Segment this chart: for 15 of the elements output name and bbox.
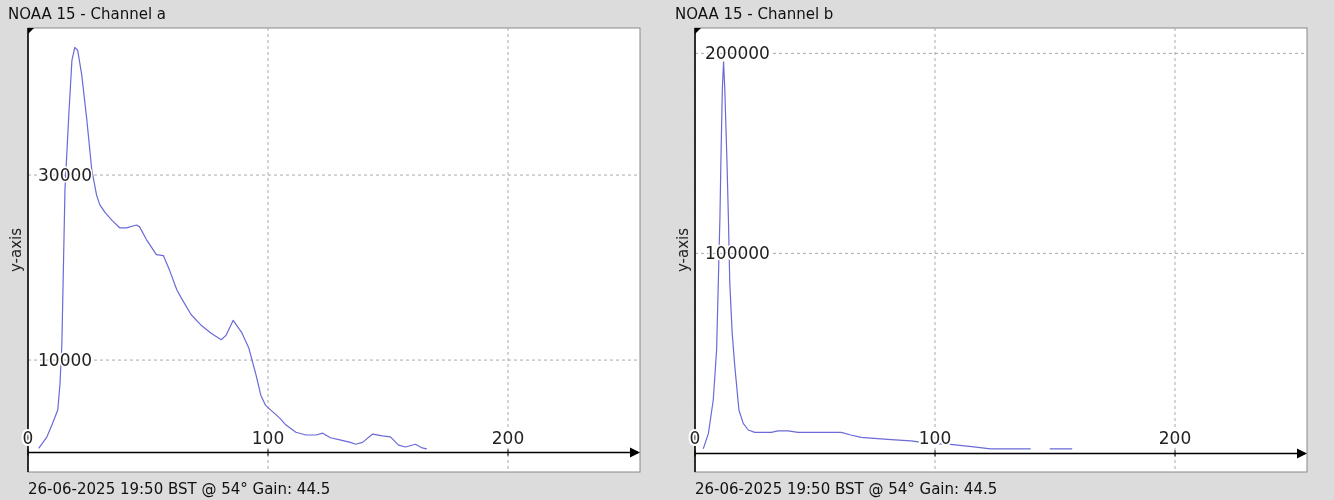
- text: 26-06-2025 19:50 BST @ 54° Gain: 44.5: [695, 480, 998, 498]
- x-tick-label: 200: [491, 427, 525, 448]
- text: 26-06-2025 19:50 BST @ 54° Gain: 44.5: [28, 480, 331, 498]
- x-tick-label: 100: [251, 427, 285, 448]
- y-axis-title: y-axis: [7, 227, 25, 273]
- x-tick-label: 200: [1158, 428, 1192, 449]
- x-tick-label: 100: [918, 428, 952, 449]
- y-tick-label: 100000: [705, 243, 770, 264]
- line-series: [38, 46, 427, 450]
- chart-title: NOAA 15 - Channel b: [675, 5, 834, 23]
- y-tick-label: 10000: [38, 350, 93, 371]
- y-axis-title: y-axis: [674, 227, 692, 273]
- chart-title: NOAA 15 - Channel a: [8, 5, 167, 23]
- y-tick-label: 30000: [38, 165, 93, 186]
- y-tick-label: 200000: [705, 43, 770, 64]
